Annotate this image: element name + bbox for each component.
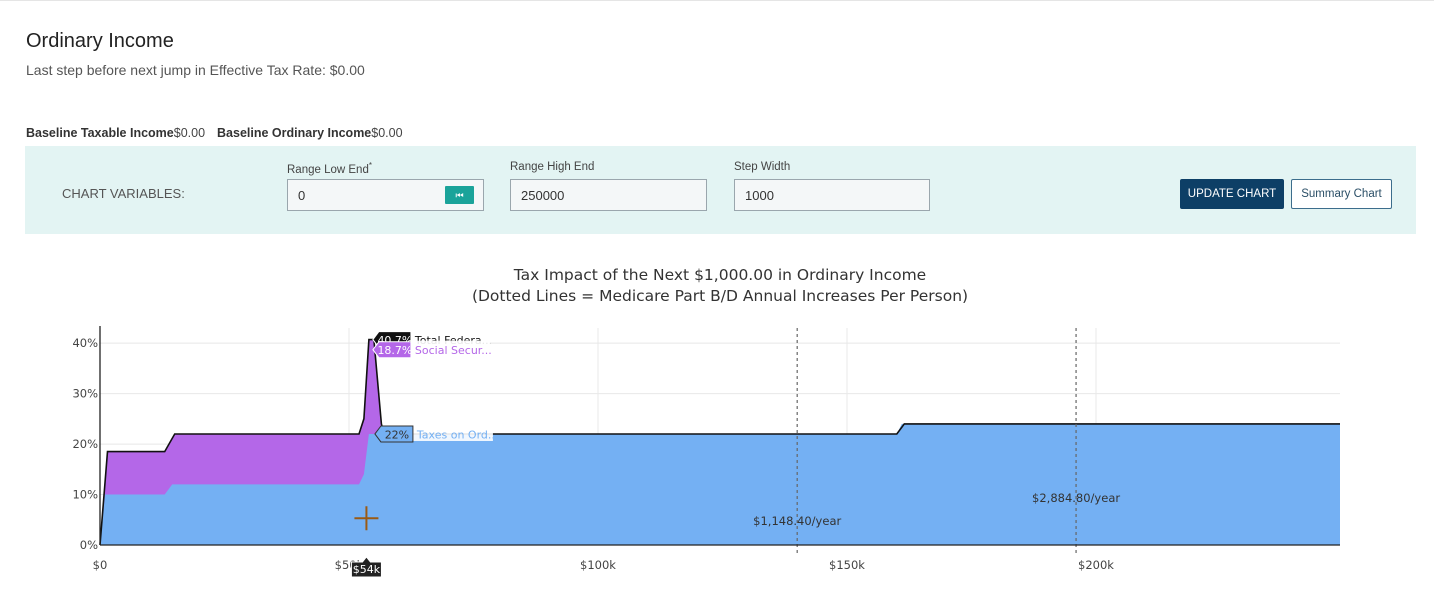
y-tick-label: 20% <box>72 437 98 451</box>
x-tick-label: $200k <box>1078 558 1114 572</box>
y-tick-label: 0% <box>80 538 98 552</box>
step-width-input[interactable]: 1000 <box>734 179 930 211</box>
range-low-label: Range Low End* <box>287 161 372 176</box>
page-subtitle: Last step before next jump in Effective … <box>26 62 365 78</box>
hover-series-name: Social Secur... <box>415 344 492 357</box>
y-tick-label: 40% <box>72 336 98 350</box>
page-title: Ordinary Income <box>26 30 174 52</box>
hover-value-box <box>372 341 412 359</box>
hover-x-value: $54k <box>353 563 381 576</box>
x-tick-label: $100k <box>580 558 616 572</box>
baseline-taxable-value: $0.00 <box>173 126 206 140</box>
chart-variables-panel: CHART VARIABLES: Range Low End* 0 ⏮ Rang… <box>25 146 1416 234</box>
range-low-input[interactable]: 0 <box>287 179 484 211</box>
chart-subtitle: (Dotted Lines = Medicare Part B/D Annual… <box>472 287 968 305</box>
rewind-icon[interactable]: ⏮ <box>445 186 474 204</box>
update-chart-button[interactable]: UPDATE CHART <box>1180 179 1284 209</box>
range-high-input[interactable]: 250000 <box>510 179 707 211</box>
step-width-label: Step Width <box>734 161 791 173</box>
hover-value: 18.7% <box>377 344 412 357</box>
series-ordinary-income-area <box>100 423 1340 545</box>
medicare-increase-label: $1,148.40/year <box>753 514 841 528</box>
series-total-federal-line <box>99 338 1340 546</box>
hover-value: 22% <box>385 428 409 441</box>
y-tick-label: 30% <box>72 387 98 401</box>
summary-chart-button[interactable]: Summary Chart <box>1291 179 1392 209</box>
hover-value-box <box>374 425 414 443</box>
tax-impact-chart[interactable]: Tax Impact of the Next $1,000.00 in Ordi… <box>0 248 1434 608</box>
hover-series-name: Taxes on Ord... <box>416 428 498 441</box>
baseline-ordinary-value: $0.00 <box>371 126 403 140</box>
hover-label-background <box>410 340 491 357</box>
chart-variables-label: CHART VARIABLES: <box>62 186 185 201</box>
medicare-increase-label: $2,884.80/year <box>1032 491 1120 505</box>
x-tick-label: $150k <box>829 558 865 572</box>
x-tick-label: $0 <box>93 558 108 572</box>
range-high-label: Range High End <box>510 161 595 173</box>
baseline-taxable-label: Baseline Taxable Income <box>26 126 174 140</box>
hover-label-background <box>412 424 493 441</box>
hover-x-value-box <box>350 556 382 578</box>
y-tick-label: 10% <box>72 488 98 502</box>
baseline-summary: Baseline Taxable Income$0.00 Baseline Ord… <box>26 126 403 140</box>
chart-title: Tax Impact of the Next $1,000.00 in Ordi… <box>513 266 926 284</box>
baseline-ordinary-label: Baseline Ordinary Income <box>217 126 372 140</box>
